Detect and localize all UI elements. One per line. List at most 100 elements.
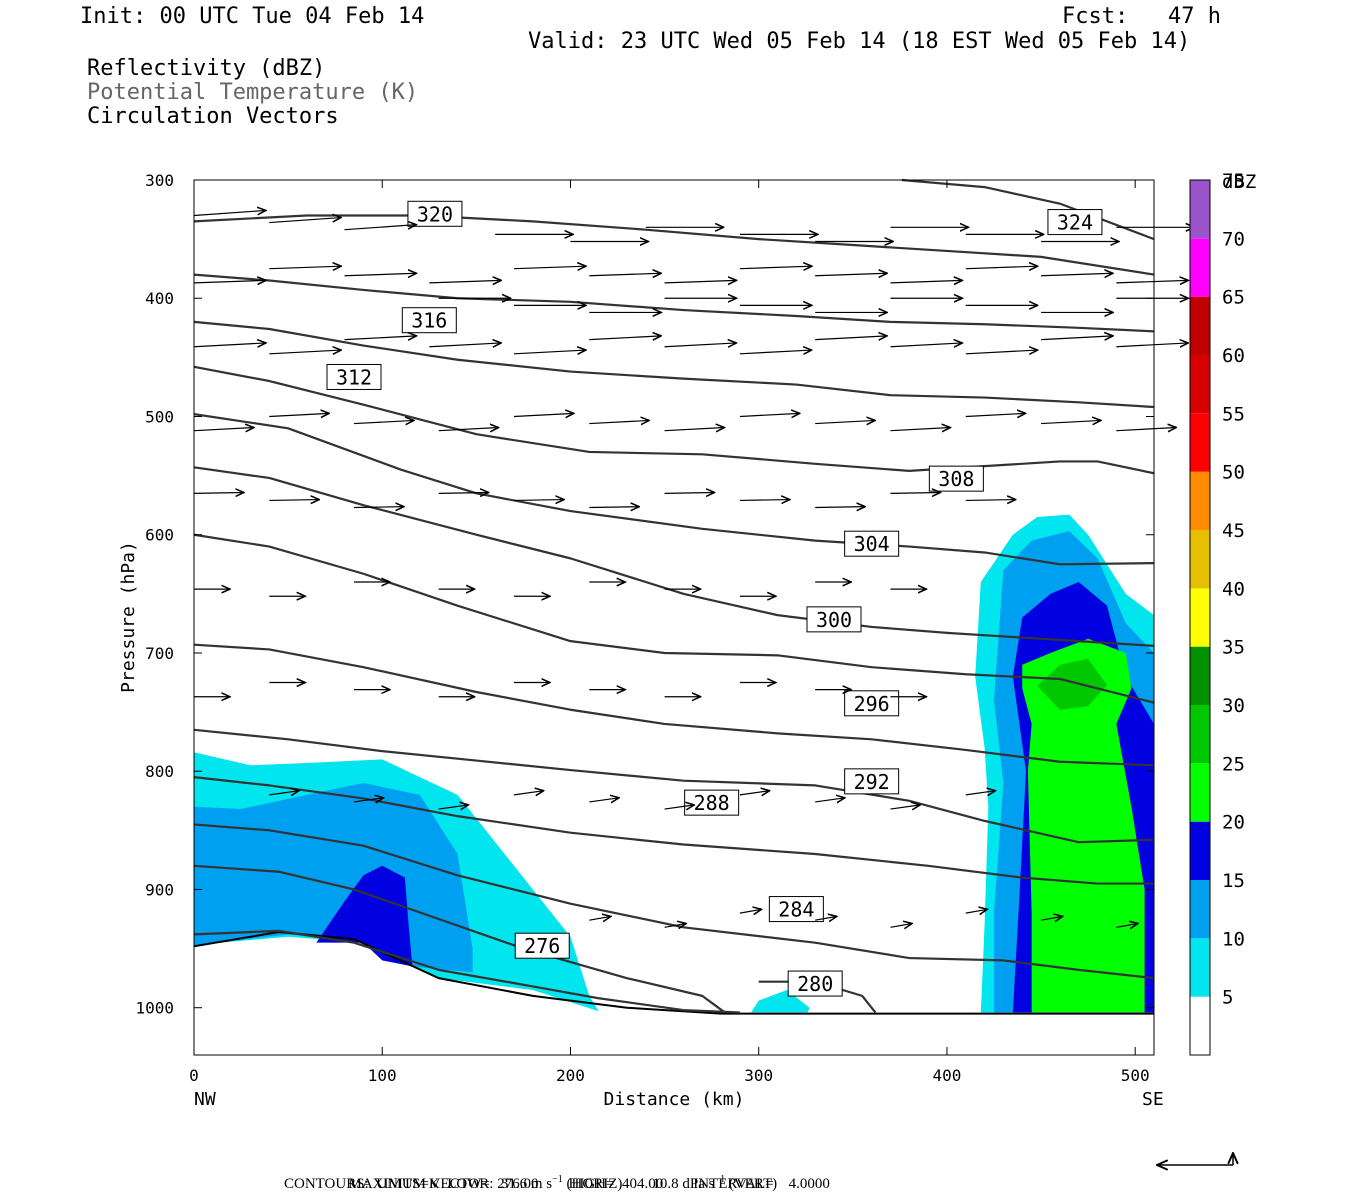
circulation-vector: [1040, 916, 1063, 920]
max-vector-vert: 10.8 dPa s: [652, 1176, 715, 1192]
contours-info: CONTOURS: UNITS=K LOW= 276.00 HIGH= 404.…: [284, 1176, 830, 1192]
theta-isoline-292: [193, 728, 1155, 844]
theta-label-276: 276: [524, 934, 560, 958]
colorbar-label: 65: [1222, 287, 1245, 309]
circulation-vector: [1041, 420, 1101, 423]
circulation-vector: [589, 420, 649, 423]
theta-label-box-308: [928, 465, 984, 492]
circulation-vector: [438, 805, 469, 809]
circulation-vector: [269, 791, 299, 795]
colorbar-bin: [1190, 880, 1210, 939]
reflectivity-region-20dbz: [1022, 638, 1145, 1013]
circulation-vector: [890, 492, 940, 493]
forecast-hour: Fcst: 47 h: [1062, 4, 1221, 29]
colorbar-label: 25: [1222, 753, 1245, 775]
x-tick-label: 400: [932, 1066, 961, 1085]
colorbar-title: dBZ: [1222, 171, 1256, 193]
circulation-vector: [1116, 280, 1188, 283]
theta-label-292: 292: [854, 770, 890, 794]
circulation-vector: [353, 798, 384, 802]
y-tick-label: 1000: [135, 999, 174, 1018]
circulation-vector: [589, 273, 661, 276]
colorbar-label: 55: [1222, 403, 1245, 425]
theta-label-box-284: [768, 896, 824, 923]
colorbar-bin: [1190, 355, 1210, 414]
colorbar-bin: [1190, 530, 1210, 589]
theta-isoline-296: [193, 643, 1155, 767]
circulation-vector: [965, 500, 1016, 501]
theta-label-288: 288: [694, 791, 730, 815]
circulation-vector: [513, 266, 586, 269]
circulation-vector: [269, 218, 341, 224]
theta-isoline-308: [193, 413, 1155, 566]
circulation-vector: [739, 500, 790, 501]
colorbar-label: 75: [1222, 170, 1245, 192]
y-tick-label: 700: [145, 644, 174, 663]
circulation-vector: [815, 420, 875, 423]
colorbar-label: 15: [1222, 870, 1245, 892]
field-circulation-vectors: Circulation Vectors: [87, 104, 339, 129]
circulation-vector: [815, 336, 887, 340]
theta-label-316: 316: [411, 309, 447, 333]
colorbar-bin: [1190, 296, 1210, 355]
colorbar-bin: [1190, 821, 1210, 880]
theta-isoline-304: [193, 466, 1155, 647]
circulation-vector: [429, 280, 501, 283]
circulation-vector: [353, 507, 404, 508]
x-tick-label: 300: [744, 1066, 773, 1085]
x-axis-title: Distance (km): [604, 1089, 745, 1110]
circulation-vector: [1041, 273, 1113, 276]
circulation-vector: [193, 428, 254, 431]
theta-isoline-288: [193, 776, 1154, 885]
max-vector-vert-unit: (VERT): [728, 1176, 778, 1192]
colorbar-label: 40: [1222, 578, 1245, 600]
colorbar-bin: [1190, 996, 1210, 1055]
circulation-vector: [1116, 343, 1188, 347]
theta-label-308: 308: [938, 467, 974, 491]
colorbar-bin: [1190, 413, 1210, 472]
field-potential-temperature: Potential Temperature (K): [87, 80, 419, 105]
circulation-vector: [193, 343, 266, 347]
theta-isoline-276: [193, 929, 740, 1014]
circulation-vector: [193, 280, 266, 283]
theta-label-box-292: [844, 768, 900, 795]
theta-label-box-296: [844, 690, 900, 717]
colorbar-frame: [1189, 179, 1211, 1056]
colorbar-bin: [1190, 471, 1210, 530]
y-tick-label: 900: [145, 880, 174, 899]
y-axis-title: Pressure (hPa): [118, 541, 139, 693]
max-vector-line: MAXIMUM VECTOR: 31.6 m s−1 (HORIZ) 10.8 …: [348, 1174, 778, 1192]
circulation-vector: [438, 492, 489, 493]
theta-label-300: 300: [816, 608, 852, 632]
circulation-vector: [664, 492, 715, 493]
circulation-vector: [739, 413, 800, 416]
theta-label-box-276: [514, 932, 570, 959]
circulation-vector: [438, 428, 499, 431]
circulation-vector: [890, 805, 920, 809]
theta-isoline-324: [193, 214, 1155, 276]
circulation-vector: [815, 798, 845, 802]
circulation-vector: [815, 273, 887, 276]
circulation-vector: [429, 343, 501, 347]
circulation-vector: [269, 413, 329, 416]
circulation-vector: [664, 428, 725, 431]
theta-isoline-300: [193, 533, 1155, 704]
y-tick-label: 500: [145, 407, 174, 426]
circulation-vector: [1041, 336, 1113, 340]
circulation-vector: [815, 916, 837, 920]
theta-label-324: 324: [1057, 211, 1093, 235]
y-tick-label: 600: [145, 526, 174, 545]
theta-isoline-328: [901, 178, 1155, 241]
x-axis-left-end-label: NW: [194, 1089, 216, 1110]
circulation-vector: [589, 507, 639, 508]
reflectivity-region-25dbz: [1037, 658, 1107, 710]
theta-label-304: 304: [854, 532, 890, 556]
theta-label-box-304: [844, 530, 900, 557]
circulation-vector: [513, 413, 574, 416]
colorbar-bin: [1190, 705, 1210, 764]
y-tick-label: 800: [145, 762, 174, 781]
theta-label-296: 296: [854, 692, 890, 716]
plot-frame: [193, 179, 1155, 1056]
circulation-vector: [739, 350, 812, 354]
